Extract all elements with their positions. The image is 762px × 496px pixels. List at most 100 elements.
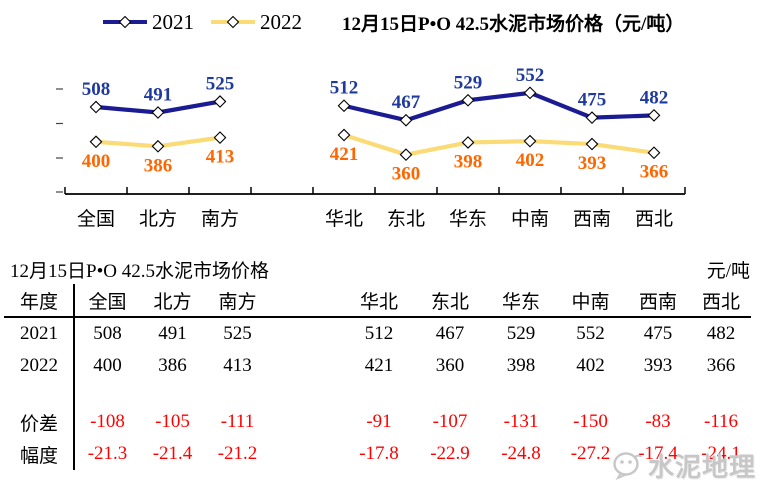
marker-2022-全国 xyxy=(89,135,103,149)
table-cell: -107 xyxy=(432,411,468,432)
gap-cell xyxy=(270,317,344,350)
table-title-row: 12月15日P•O 42.5水泥市场价格 元/吨 xyxy=(0,254,762,284)
table-cell: -17.8 xyxy=(359,443,399,464)
table-cell: 400 xyxy=(93,355,122,376)
category-label-华东: 华东 xyxy=(449,208,487,230)
row-label: 幅度 xyxy=(4,438,75,470)
value-label-2021-华北: 512 xyxy=(330,78,359,99)
table-cell: -105 xyxy=(155,411,190,432)
column-header-全国: 全国 xyxy=(74,284,140,318)
value-label-2021-西南: 475 xyxy=(578,90,607,111)
table-row-2021: 2021 508 491 525 512 467 529 552 475 482 xyxy=(4,317,751,350)
table-cell: 393 xyxy=(643,355,673,376)
value-label-2022-全国: 400 xyxy=(82,151,111,172)
table-row-2022: 2022 400 386 413 421 360 398 402 393 366 xyxy=(4,350,751,382)
table-cell: -27.2 xyxy=(570,443,611,464)
table-cell: -22.9 xyxy=(430,443,470,464)
gap-cell xyxy=(270,438,344,470)
value-label-2021-华东: 529 xyxy=(454,72,483,93)
column-header-西北: 西北 xyxy=(691,284,751,318)
table-cell: 402 xyxy=(576,355,605,376)
value-label-2021-北方: 491 xyxy=(144,84,173,105)
marker-2021-西北 xyxy=(647,109,661,122)
table-cell: -150 xyxy=(573,411,608,432)
table-cell: 386 xyxy=(158,355,187,376)
table-cell: 413 xyxy=(223,355,252,376)
column-header-西南: 西南 xyxy=(625,284,691,318)
price-line-chart: 508 491 525 512 467 529 552 475 482 400 386 413 421 3… xyxy=(0,36,762,252)
marker-2021-华东 xyxy=(461,93,475,107)
marker-2022-华北 xyxy=(337,128,351,142)
table-cell: 508 xyxy=(93,323,122,344)
legend-label-2021: 2021 xyxy=(152,9,194,34)
spacer-cell xyxy=(74,382,751,406)
table-cell: 491 xyxy=(158,323,187,344)
value-label-2022-南方: 413 xyxy=(206,147,235,168)
table-cell: -17.4 xyxy=(638,443,678,464)
marker-2021-华北 xyxy=(337,99,351,113)
price-table-section: 12月15日P•O 42.5水泥市场价格 元/吨 年度 全国 北方 南方 华北 东北 华东中… xyxy=(0,254,762,470)
price-table: 年度 全国 北方 南方 华北 东北 华东 中南 西南 西北 2021 508 491 525 512 467 5… xyxy=(4,284,751,470)
category-label-全国: 全国 xyxy=(77,208,115,230)
category-label-中南: 中南 xyxy=(511,208,549,230)
category-label-北方: 北方 xyxy=(139,208,177,230)
table-unit: 元/吨 xyxy=(706,260,750,282)
value-label-2021-全国: 508 xyxy=(82,79,111,100)
table-cell: 467 xyxy=(435,323,465,344)
table-cell: 529 xyxy=(506,323,536,344)
table-title: 12月15日P•O 42.5水泥市场价格 xyxy=(10,260,269,282)
table-cell: 421 xyxy=(364,355,394,376)
table-cell: 398 xyxy=(506,355,536,376)
gap-cell xyxy=(270,406,344,438)
column-header-东北: 东北 xyxy=(414,284,486,318)
marker-2021-中南 xyxy=(523,86,537,100)
table-cell: -24.8 xyxy=(501,443,541,464)
table-cell: 482 xyxy=(706,323,736,344)
value-label-2021-南方: 525 xyxy=(206,74,235,95)
column-header-北方: 北方 xyxy=(140,284,205,318)
category-label-南方: 南方 xyxy=(201,208,239,230)
table-spacer-row xyxy=(4,382,751,406)
value-label-2021-西北: 482 xyxy=(640,87,669,108)
category-label-西北: 西北 xyxy=(635,208,673,230)
chart-title: 12月15日P•O 42.5水泥市场价格（元/吨） xyxy=(342,13,685,35)
table-cell: 552 xyxy=(576,323,605,344)
value-label-2022-东北: 360 xyxy=(392,164,421,185)
gap-cell xyxy=(270,284,344,318)
table-cell: 525 xyxy=(223,323,252,344)
table-row-价差: 价差 -108 -105 -111 -91 -107 -131 -150 -83 -116 xyxy=(4,406,751,438)
gap-cell xyxy=(270,350,344,382)
legend-item-2021: 2021 xyxy=(102,9,194,34)
marker-2022-中南 xyxy=(523,134,537,148)
value-label-2022-西北: 366 xyxy=(640,162,669,183)
series-line-2022 xyxy=(341,132,657,157)
marker-2022-南方 xyxy=(213,131,227,144)
marker-2022-东北 xyxy=(399,148,413,162)
table-cell: 366 xyxy=(706,355,736,376)
value-label-2022-西南: 393 xyxy=(578,153,607,174)
table-cell: -21.3 xyxy=(87,443,128,464)
chart-header-row: 2021 2022 12月15日P•O 42.5水泥市场价格（元/吨） xyxy=(0,7,762,37)
legend-swatch-2021-icon xyxy=(103,15,147,29)
table-cell: -24.1 xyxy=(701,443,741,464)
column-header-南方: 南方 xyxy=(205,284,270,318)
spacer-cell xyxy=(4,382,75,406)
column-header-华东: 华东 xyxy=(486,284,556,318)
value-label-2022-中南: 402 xyxy=(516,150,545,171)
table-cell: -131 xyxy=(503,411,539,432)
category-label-东北: 东北 xyxy=(387,208,425,230)
marker-2022-华东 xyxy=(461,136,475,149)
label-column-header: 年度 xyxy=(4,284,75,318)
table-cell: -83 xyxy=(645,411,671,432)
category-label-西南: 西南 xyxy=(573,208,611,230)
value-label-2021-东北: 467 xyxy=(392,92,421,113)
table-cell: 512 xyxy=(364,323,394,344)
row-label: 价差 xyxy=(4,406,75,438)
value-label-2022-北方: 386 xyxy=(144,155,173,176)
legend-label-2022: 2022 xyxy=(260,9,302,34)
table-cell: -21.2 xyxy=(217,443,258,464)
table-cell: -91 xyxy=(366,411,392,432)
table-cell: 475 xyxy=(643,323,673,344)
column-header-华北: 华北 xyxy=(344,284,414,318)
table-row-幅度: 幅度 -21.3 -21.4 -21.2 -17.8 -22.9 -24.8 -27.2 -17… xyxy=(4,438,751,470)
